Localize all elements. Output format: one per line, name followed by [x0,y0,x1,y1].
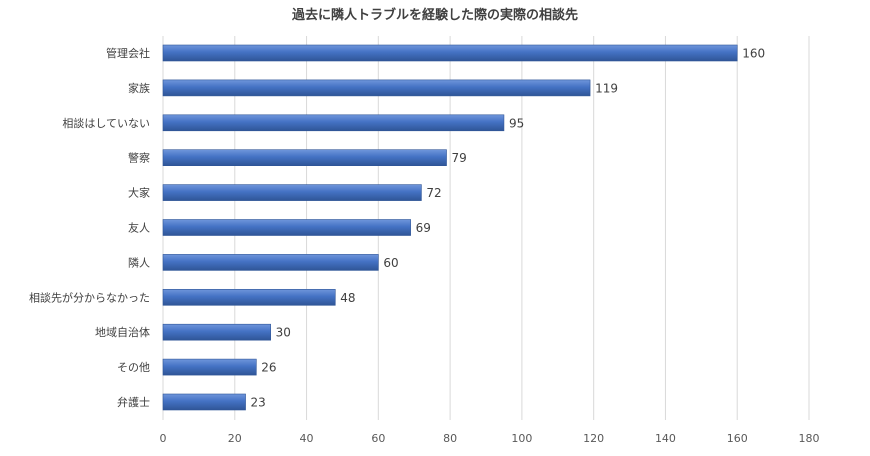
category-label: 弁護士 [117,395,150,409]
bar [162,393,246,411]
x-tick-label: 180 [799,432,820,445]
category-label: 家族 [128,81,150,95]
category-label: 地域自治体 [95,325,150,339]
category-label: その他 [117,361,150,374]
bars [162,44,738,411]
x-tick-label: 120 [583,432,604,445]
bar [162,254,379,271]
data-labels: 160 119 95 79 72 69 60 48 30 26 23 [251,47,766,410]
bar [162,79,591,97]
bar [162,358,257,376]
category-label: 警察 [128,151,150,165]
data-label: 26 [261,361,276,375]
data-label: 79 [452,151,467,165]
data-label: 23 [251,396,266,410]
category-label: 管理会社 [106,46,150,60]
x-tick-label: 100 [511,432,532,445]
x-tick-label: 80 [443,432,457,445]
data-label: 72 [426,186,441,200]
data-label: 60 [383,256,398,270]
category-label: 相談先が分からなかった [29,290,150,304]
x-tick-label: 20 [228,432,242,445]
x-tick-label: 140 [655,432,676,445]
x-tick-label: 160 [727,432,748,445]
bar [162,288,336,306]
data-label: 48 [340,291,355,305]
data-label: 119 [595,81,618,95]
x-tick-label: 60 [371,432,385,445]
bar [162,184,422,201]
x-tick-label: 0 [160,432,167,445]
category-label: 隣人 [128,255,150,269]
bar [162,149,447,166]
chart-title: 過去に隣人トラブルを経験した際の実際の相談先 [291,7,578,23]
category-label: 大家 [128,186,150,200]
category-label: 友人 [128,221,150,235]
data-label: 160 [742,47,765,61]
bar [162,114,505,132]
bar [162,219,411,236]
bar [162,323,271,341]
data-label: 69 [416,221,431,235]
category-labels: 管理会社家族相談はしていない警察大家友人隣人相談先が分からなかった地域自治体その… [29,46,150,409]
x-axis-ticks: 0 20 40 60 80 100 120 140 160 180 [160,432,820,445]
data-label: 30 [276,326,291,340]
bar [162,44,738,62]
gridlines [162,36,810,420]
x-tick-label: 40 [300,432,314,445]
category-label: 相談はしていない [62,116,150,130]
data-label: 95 [509,116,524,130]
